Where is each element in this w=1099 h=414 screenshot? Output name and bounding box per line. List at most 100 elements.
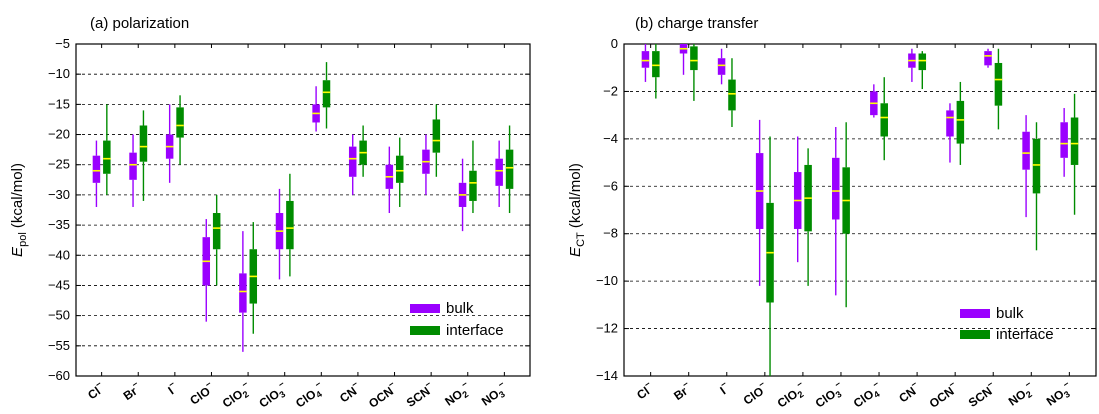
box-body xyxy=(348,146,357,177)
ylabel-subscript: CT xyxy=(575,232,587,247)
ylabel-main: E xyxy=(567,246,584,257)
box-body xyxy=(139,125,148,162)
category-superscript: − xyxy=(276,379,286,390)
y-tick-label: −45 xyxy=(48,277,70,292)
box-interface xyxy=(139,110,148,201)
box-bulk xyxy=(1060,108,1068,177)
y-tick-label: −30 xyxy=(48,187,70,202)
x-category-label: CN− xyxy=(895,379,923,406)
box-bulk xyxy=(385,146,394,214)
box-bulk xyxy=(984,48,992,68)
box-body xyxy=(103,140,111,174)
x-category-label: ClO− xyxy=(186,379,218,408)
category-superscript: − xyxy=(350,379,360,390)
box-bulk xyxy=(458,158,467,232)
box-interface xyxy=(469,140,477,214)
category-superscript: − xyxy=(642,379,652,390)
x-category-label: I− xyxy=(164,379,181,398)
y-tick-label: −40 xyxy=(48,247,70,262)
box-interface xyxy=(766,136,774,376)
x-category-label: ClO2− xyxy=(773,379,810,413)
box-bulk xyxy=(92,140,101,207)
x-category-label: NO2− xyxy=(441,379,475,411)
box-interface xyxy=(652,44,660,99)
box-interface xyxy=(690,44,698,101)
box-body xyxy=(286,200,294,250)
panel-title: (b) charge transfer xyxy=(635,15,758,32)
category-subscript: 4 xyxy=(872,389,882,400)
box-body xyxy=(395,155,404,183)
box-body xyxy=(717,58,726,75)
y-tick-label: −35 xyxy=(48,217,70,232)
y-tick-label: −55 xyxy=(48,338,70,353)
x-category-label: ClO4− xyxy=(291,379,328,413)
box-body xyxy=(212,213,221,250)
x-category-label: ClO2− xyxy=(218,379,255,413)
y-tick-label: −2 xyxy=(603,83,618,98)
box-body xyxy=(641,51,650,68)
x-category-label: CN− xyxy=(335,379,363,406)
category-superscript: − xyxy=(93,379,103,390)
box-body xyxy=(1060,122,1068,158)
legend-swatch-bulk xyxy=(410,304,440,313)
x-category-label: ClO3− xyxy=(811,379,848,413)
category-base: I xyxy=(717,384,728,397)
box-interface xyxy=(1070,93,1079,215)
box-interface xyxy=(249,222,258,334)
y-tick-label: −5 xyxy=(55,36,70,51)
x-category-label: NO3− xyxy=(1042,379,1076,411)
box-bulk xyxy=(275,188,284,280)
box-bulk xyxy=(202,219,211,322)
x-category-label: OCN− xyxy=(364,379,400,411)
y-tick-label: −20 xyxy=(48,127,70,142)
ylabel-unit: (kcal/mol) xyxy=(9,163,26,232)
y-tick-label: −8 xyxy=(603,226,618,241)
legend-swatch-bulk xyxy=(960,309,990,318)
category-superscript: − xyxy=(1023,379,1033,390)
category-superscript: − xyxy=(833,379,843,390)
x-category-label: NO2− xyxy=(1004,379,1038,411)
y-tick-label: 0 xyxy=(611,36,618,51)
box-bulk xyxy=(717,48,726,85)
y-axis-label: Epol (kcal/mol) xyxy=(9,163,29,257)
category-base: I xyxy=(165,384,176,397)
box-body xyxy=(176,107,184,138)
box-body xyxy=(129,152,137,180)
x-category-label: Cl− xyxy=(83,379,107,403)
x-category-label: ClO3− xyxy=(255,379,292,413)
category-superscript: − xyxy=(496,379,506,390)
box-body xyxy=(956,100,965,144)
category-superscript: − xyxy=(756,379,766,390)
category-superscript: − xyxy=(718,379,728,390)
box-interface xyxy=(286,173,294,277)
legend-swatch-interface xyxy=(410,326,440,335)
box-bulk xyxy=(793,136,802,263)
category-subscript: 3 xyxy=(834,389,844,400)
category-superscript: − xyxy=(167,379,177,390)
box-bulk xyxy=(312,86,320,132)
x-category-label: SCN− xyxy=(964,379,999,410)
y-tick-label: −50 xyxy=(48,308,70,323)
box-body xyxy=(728,79,736,111)
x-category-label: OCN− xyxy=(925,379,961,411)
box-interface xyxy=(359,125,367,177)
category-superscript: − xyxy=(423,379,433,390)
ylabel-subscript: pol xyxy=(17,232,29,247)
box-body xyxy=(994,62,1003,106)
y-tick-label: −10 xyxy=(48,66,70,81)
box-bulk xyxy=(129,134,137,207)
box-body xyxy=(690,46,698,71)
x-category-label: Cl− xyxy=(632,379,656,403)
legend-label-bulk: bulk xyxy=(996,305,1024,322)
box-body xyxy=(432,119,441,153)
box-body xyxy=(469,170,477,201)
box-interface xyxy=(956,81,965,165)
box-interface xyxy=(432,104,441,177)
box-body xyxy=(1032,138,1041,194)
box-bulk xyxy=(755,119,764,286)
box-interface xyxy=(212,194,221,286)
y-tick-label: −15 xyxy=(48,96,70,111)
box-body xyxy=(880,103,888,137)
box-interface xyxy=(918,51,927,90)
